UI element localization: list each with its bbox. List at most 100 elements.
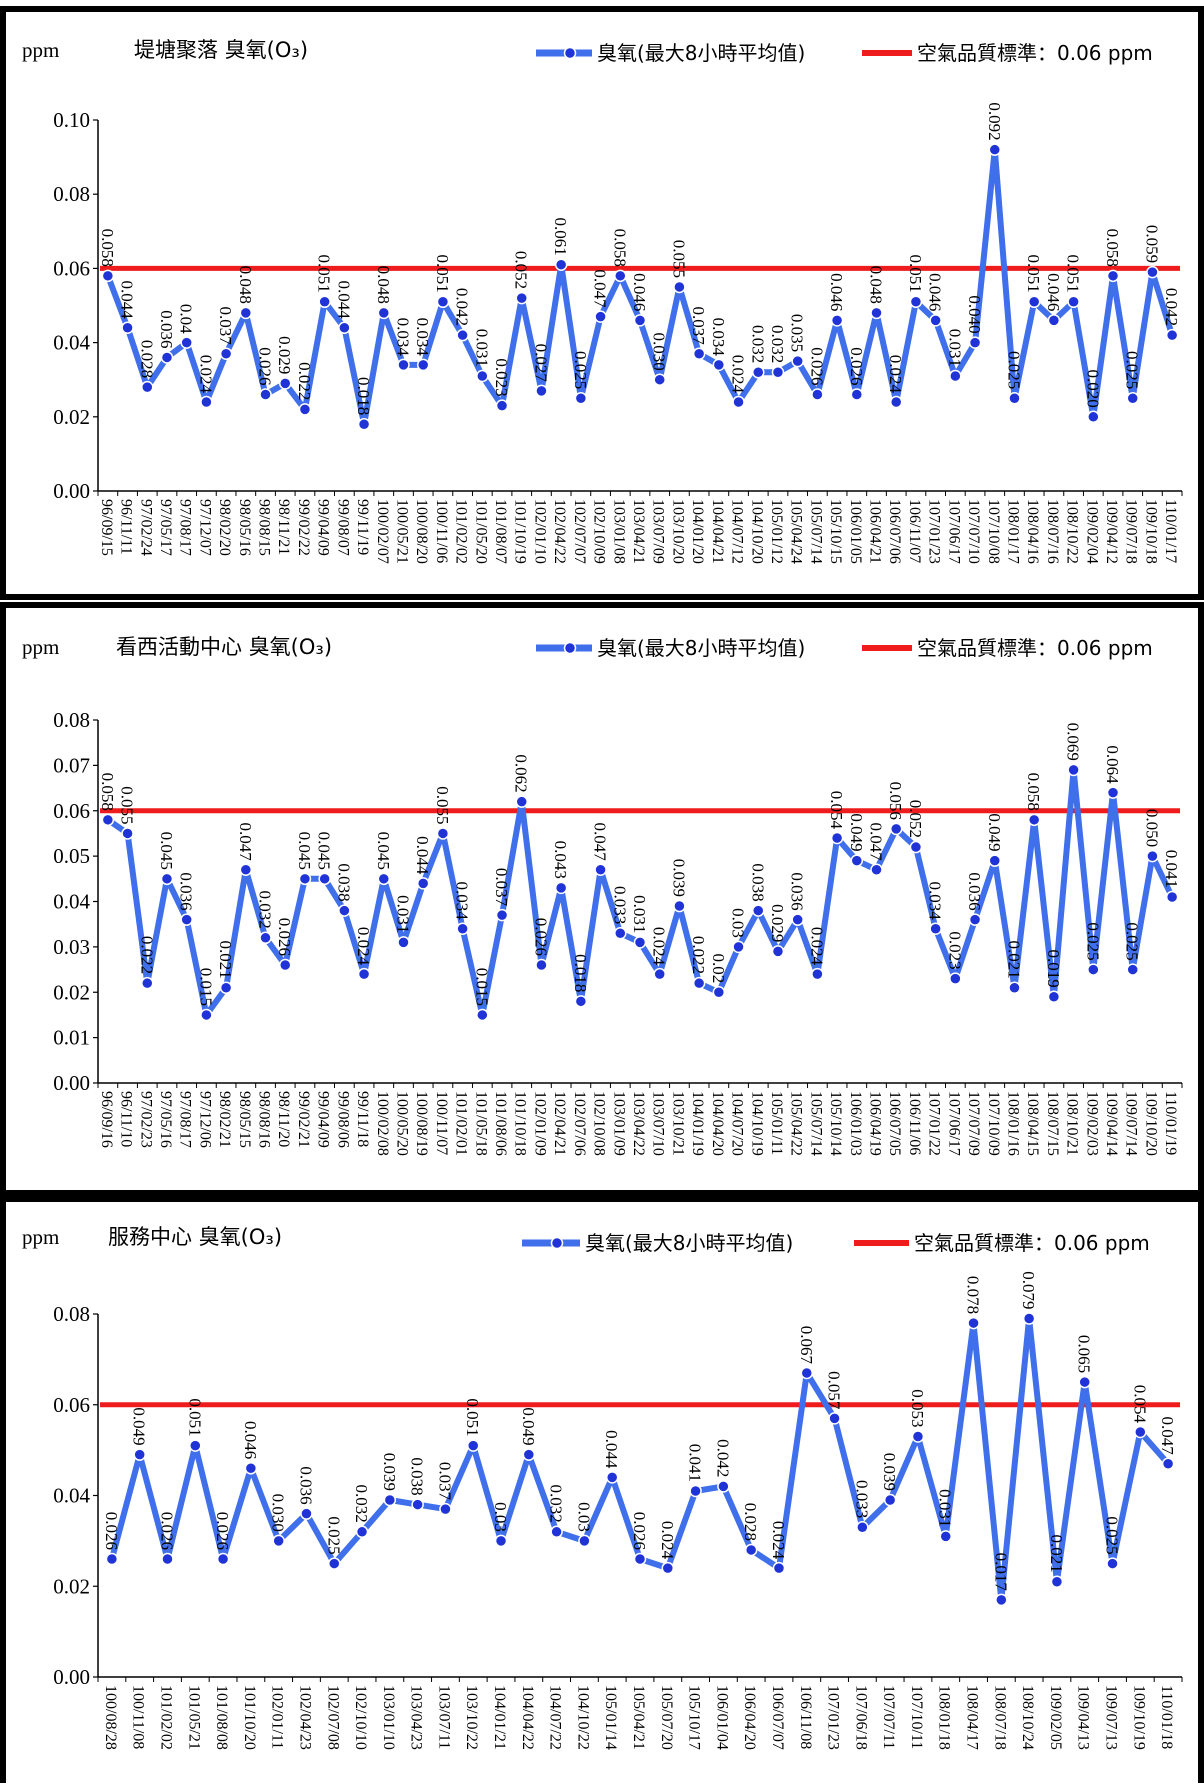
- data-label: 0.036: [177, 872, 196, 910]
- x-tick-label: 106/01/05: [847, 499, 864, 564]
- data-point: [830, 314, 844, 327]
- x-tick-label: 104/01/19: [689, 1091, 706, 1156]
- data-point: [377, 306, 391, 320]
- x-tick-label: 110/01/18: [1158, 1685, 1175, 1749]
- data-point: [239, 863, 253, 876]
- data-point: [732, 395, 745, 409]
- x-tick-label: 97/05/16: [157, 1091, 174, 1148]
- data-label: 0.043: [551, 841, 570, 879]
- data-point: [200, 1008, 213, 1022]
- data-point: [949, 972, 962, 985]
- data-label: 0.020: [1083, 370, 1102, 408]
- data-label: 0.026: [275, 918, 294, 956]
- legend-standard-label: 空氣品質標準：0.06 ppm: [917, 636, 1153, 660]
- x-tick-label: 101/05/18: [472, 1091, 489, 1156]
- data-label: 0.039: [880, 1453, 899, 1491]
- x-tick-label: 103/07/09: [650, 499, 667, 564]
- data-point: [988, 143, 1002, 156]
- x-tick-label: 98/05/15: [236, 1091, 253, 1148]
- data-label: 0.024: [769, 1521, 788, 1560]
- data-label: 0.032: [256, 891, 275, 929]
- x-tick-label: 97/12/07: [196, 499, 213, 556]
- data-point: [1106, 786, 1120, 799]
- y-tick-label: 0.01: [53, 1026, 90, 1050]
- data-label: 0.025: [1103, 1516, 1122, 1554]
- data-label: 0.038: [748, 863, 767, 901]
- data-point: [495, 908, 509, 922]
- x-tick-label: 109/10/19: [1130, 1685, 1147, 1750]
- data-point: [1126, 392, 1139, 405]
- legend: 臭氧(最大8小時平均值) 空氣品質標準：0.06 ppm: [536, 41, 1153, 65]
- chart-svg-kanxi-activity-center: ppm 看西活動中心 臭氧(O₃) 臭氧(最大8小時平均值) 空氣品質標準：0.06 …: [22, 635, 1183, 1156]
- data-point: [318, 872, 331, 886]
- data-label: 0.035: [788, 314, 807, 352]
- data-point: [889, 822, 903, 836]
- y-tick-label: 0.04: [53, 890, 90, 914]
- x-tick-label: 101/10/18: [512, 1091, 529, 1156]
- x-tick-label: 107/01/23: [825, 1685, 842, 1750]
- data-point: [633, 314, 647, 327]
- data-label: 0.031: [393, 895, 412, 933]
- data-label: 0.047: [236, 822, 255, 861]
- data-point: [1146, 265, 1159, 279]
- data-point: [673, 899, 686, 913]
- data-label: 0.042: [1162, 288, 1181, 326]
- data-label: 0.051: [906, 255, 925, 293]
- data-label: 0.026: [157, 1512, 176, 1550]
- x-tick-label: 101/02/01: [453, 1091, 470, 1156]
- data-point: [1146, 849, 1159, 863]
- data-point: [732, 940, 745, 954]
- data-label: 0.047: [1158, 1416, 1177, 1455]
- data-label: 0.051: [463, 1398, 482, 1436]
- data-point: [811, 388, 824, 401]
- x-tick-label: 99/02/21: [295, 1091, 312, 1148]
- data-point: [968, 913, 982, 926]
- x-tick-label: 103/07/10: [650, 1091, 667, 1156]
- x-tick-label: 107/01/23: [926, 499, 943, 564]
- data-label: 0.037: [689, 306, 708, 345]
- data-point: [633, 936, 647, 949]
- data-point: [661, 1561, 675, 1575]
- data-point: [883, 1493, 897, 1507]
- data-point: [1134, 1425, 1147, 1439]
- data-point: [653, 373, 666, 386]
- x-tick-label: 98/05/16: [236, 499, 253, 556]
- x-tick-label: 109/07/18: [1123, 499, 1140, 564]
- x-tick-label: 99/04/09: [315, 1091, 332, 1148]
- legend-series-label: 臭氧(最大8小時平均值): [597, 41, 805, 65]
- x-tick-label: 101/10/20: [241, 1685, 258, 1750]
- chart-panel-dike-settlement: ppm 堤塘聚落 臭氧(O₃) 臭氧(最大8小時平均值) 空氣品質標準：0.06 pp…: [0, 6, 1204, 600]
- x-tick-label: 103/10/22: [463, 1685, 480, 1750]
- x-tick-label: 99/11/19: [354, 499, 371, 555]
- data-label: 0.022: [295, 362, 314, 400]
- x-tick-label: 104/07/12: [729, 499, 746, 564]
- x-tick-label: 105/01/14: [602, 1685, 619, 1750]
- data-point: [870, 306, 883, 320]
- data-label: 0.058: [98, 229, 117, 267]
- data-point: [416, 358, 430, 372]
- data-label: 0.058: [98, 773, 117, 811]
- data-label: 0.049: [130, 1407, 149, 1445]
- x-tick-label: 102/10/08: [591, 1091, 608, 1156]
- data-point: [377, 872, 391, 886]
- data-label: 0.058: [1103, 229, 1122, 267]
- data-label: 0.037: [216, 306, 235, 345]
- x-tick-label: 96/11/11: [118, 499, 135, 555]
- x-tick-label: 104/04/21: [709, 499, 726, 564]
- data-point: [689, 1484, 702, 1498]
- x-tick-label: 110/01/19: [1162, 1091, 1179, 1155]
- data-label: 0.045: [374, 832, 393, 870]
- x-tick-label: 109/07/13: [1103, 1685, 1120, 1750]
- x-tick-label: 105/07/14: [807, 1091, 824, 1156]
- data-label: 0.041: [686, 1444, 705, 1482]
- data-point: [828, 1412, 841, 1425]
- data-point: [692, 347, 706, 360]
- x-tick-label: 102/04/21: [551, 1091, 568, 1156]
- data-point: [338, 904, 351, 917]
- data-point: [574, 995, 588, 1008]
- data-point: [968, 336, 982, 349]
- data-point: [397, 936, 410, 949]
- data-label: 0.059: [1142, 225, 1161, 263]
- x-tick-label: 110/01/17: [1162, 499, 1179, 563]
- x-tick-label: 108/01/16: [1004, 1091, 1021, 1156]
